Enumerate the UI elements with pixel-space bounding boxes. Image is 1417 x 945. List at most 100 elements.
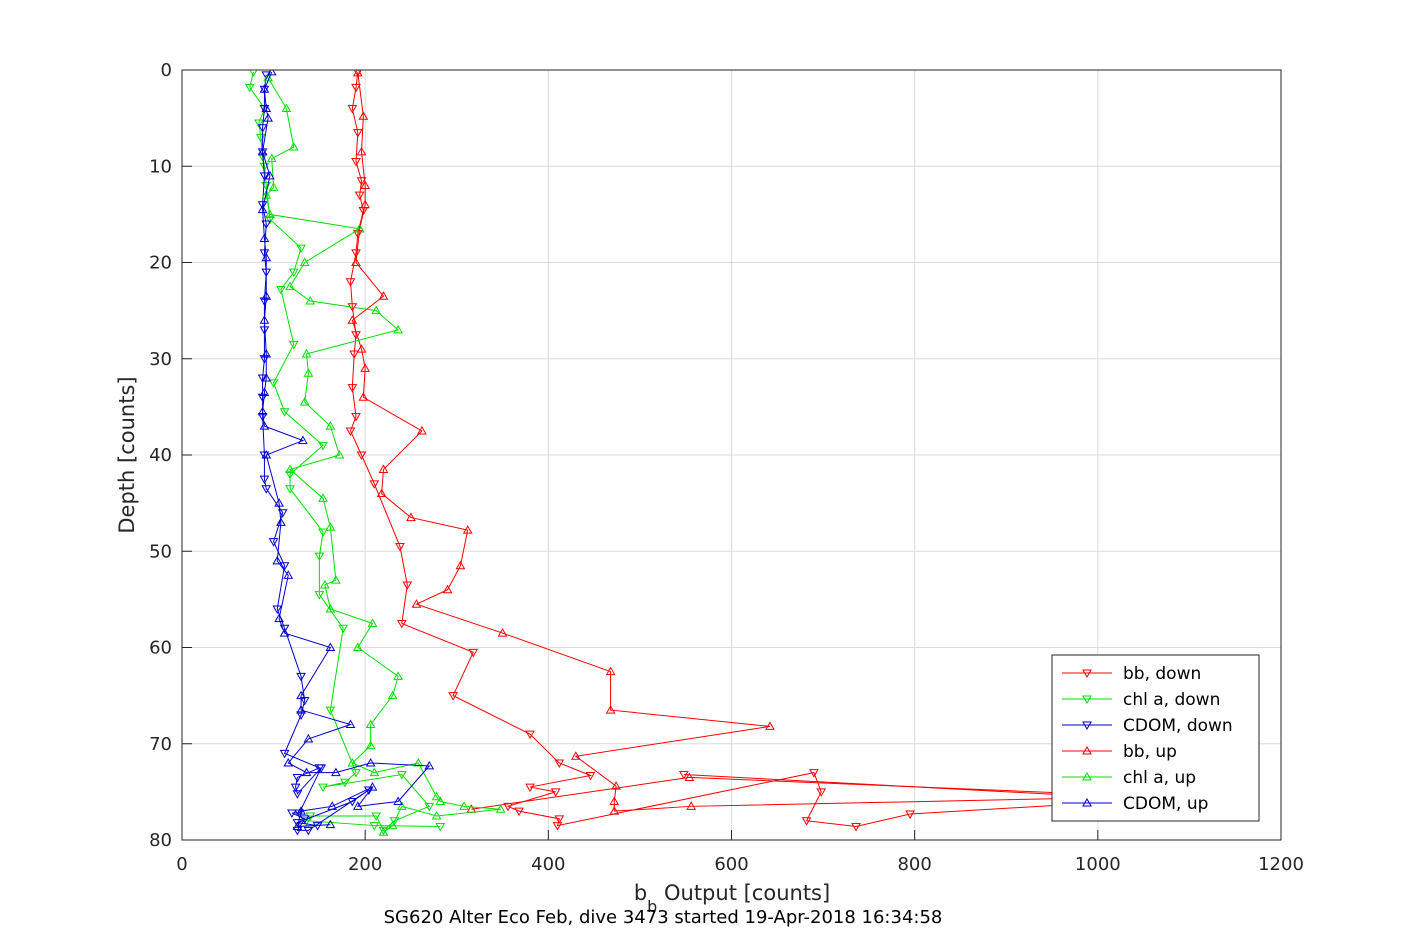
data-point [272,555,283,565]
data-point [356,177,367,186]
data-point [605,705,616,714]
legend-marker [1082,797,1092,807]
data-point [351,83,361,93]
data-point [285,485,295,494]
data-point [406,512,416,522]
legend: bb, down chl a, down CDOM, down bb, up chl a… [1051,654,1260,822]
data-point [396,801,407,810]
data-point [356,344,367,353]
data-point [356,146,367,156]
data-point [285,281,295,291]
data-point [320,579,330,589]
data-point [554,815,565,824]
data-point [369,480,380,489]
data-point [358,111,369,120]
legend-label: bb, down [1123,664,1201,684]
data-point [345,427,356,436]
data-point [816,788,827,797]
data-point [378,291,389,300]
data-point [609,796,620,805]
data-point [296,711,306,720]
data-point [605,666,616,676]
series-line [349,71,1153,828]
data-point [303,733,314,743]
y-tick-label: 50 [149,541,172,562]
data-point [301,348,312,358]
data-point [809,769,819,778]
data-point [279,628,290,637]
data-point [296,244,306,254]
data-point [448,692,458,701]
x-tick-label: 600 [714,854,748,875]
legend-label: CDOM, down [1123,716,1233,736]
data-point [801,817,812,826]
data-point [261,449,272,459]
x-axis-label-rest: Output [counts] [657,881,830,905]
data-point [261,252,272,262]
data-point [301,817,312,826]
y-axis-label: Depth [counts] [115,376,139,533]
data-point [352,801,363,810]
data-point [462,525,473,534]
data-point [265,209,275,218]
data-point [288,268,299,278]
data-point [274,498,284,507]
data-point [402,581,413,590]
data-point [851,823,861,832]
data-point [281,103,292,112]
data-point [296,690,306,700]
series-line [262,71,431,828]
data-point [396,619,407,629]
data-point [345,278,356,287]
legend-item: CDOM, down [1062,716,1233,736]
data-point [261,291,272,300]
data-point [287,809,297,819]
data-point [365,740,376,750]
data-point [299,397,310,406]
data-point [299,257,310,266]
data-point [417,425,427,435]
data-point [378,464,389,473]
data-point [266,153,277,163]
data-point [292,819,303,828]
data-point [340,778,350,788]
data-point [259,172,270,181]
data-point [277,509,288,518]
data-point [276,285,286,295]
data-point [360,363,371,372]
data-point [679,771,689,780]
data-point [268,538,279,547]
data-point [347,315,358,324]
data-point [358,392,369,401]
legend-marker [1082,669,1092,679]
data-point [318,441,328,451]
series-layer [244,70,1158,836]
data-point [259,297,270,307]
data-point [765,721,775,730]
data-point [285,464,295,473]
data-point [413,757,424,767]
y-tick-label: 40 [149,445,172,466]
ticks [181,69,1282,841]
data-point [254,119,264,128]
data-point [279,749,290,759]
data-point [609,806,620,815]
data-point [261,348,272,358]
data-point [514,807,524,817]
data-point [268,379,279,388]
data-point [257,201,268,210]
data-point [268,182,279,191]
y-tick-label: 30 [149,349,172,370]
data-point [325,819,336,829]
data-point [257,393,268,403]
data-point [259,315,270,324]
data-point [257,146,268,156]
data-point [552,822,563,831]
data-point [550,788,561,797]
data-point [305,295,316,305]
data-point [347,384,358,393]
data-point [292,790,303,799]
data-point [356,451,367,461]
y-tick-label: 60 [149,638,172,659]
data-point [393,671,403,680]
